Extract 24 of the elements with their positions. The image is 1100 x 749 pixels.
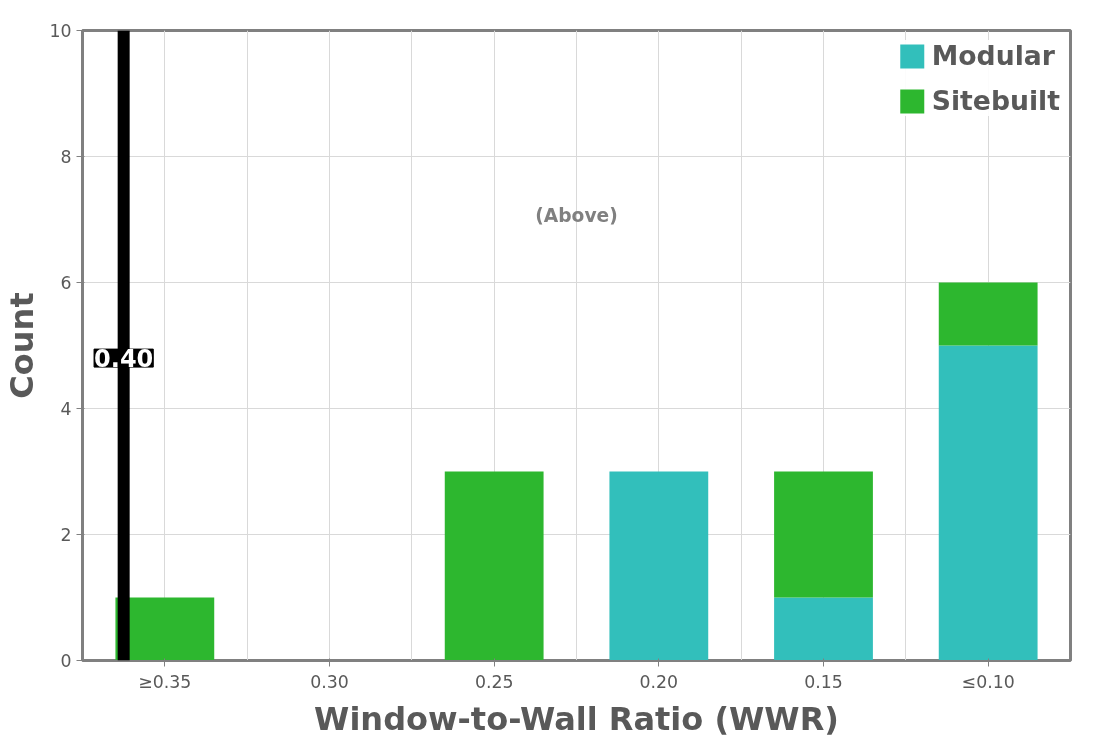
ref-line-label: 0.40 — [94, 345, 154, 374]
bar — [938, 345, 1038, 661]
y-tick-label: 8 — [60, 147, 72, 167]
bar — [938, 282, 1038, 346]
legend-label: Sitebuilt — [931, 85, 1060, 116]
x-tick-label: 0.30 — [310, 671, 349, 692]
bar — [774, 471, 873, 598]
bar — [444, 471, 544, 661]
x-tick-label: 0.15 — [804, 671, 843, 692]
x-tick-label: ≥0.35 — [138, 671, 192, 692]
y-tick-label: 0 — [60, 651, 72, 671]
x-tick-label: 0.25 — [474, 671, 514, 692]
y-axis-title: Count — [3, 292, 42, 399]
annotation: (Above) — [535, 204, 618, 226]
y-tick-label: 2 — [60, 525, 72, 545]
x-tick-label: ≤0.10 — [961, 671, 1015, 692]
x-tick-label: 0.20 — [639, 671, 679, 692]
y-tick-label: 6 — [60, 273, 72, 293]
bar — [774, 597, 873, 661]
bar — [609, 471, 709, 661]
y-tick-label: 4 — [60, 399, 72, 419]
y-tick-label: 10 — [49, 21, 72, 41]
legend-label: Modular — [931, 40, 1055, 71]
x-axis-title: Window-to-Wall Ratio (WWR) — [314, 699, 839, 738]
